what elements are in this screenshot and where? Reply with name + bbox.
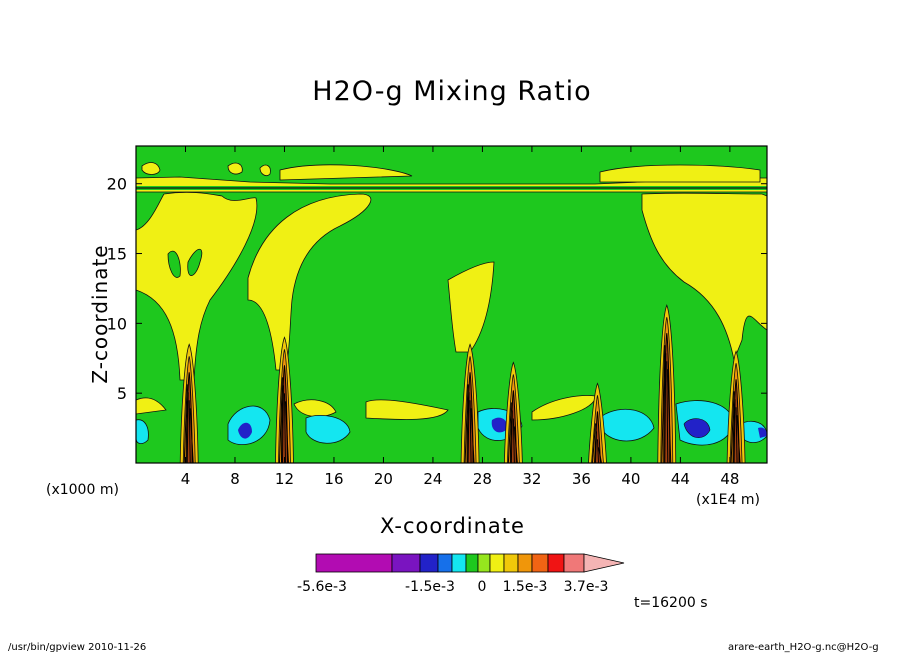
tower-contour	[467, 392, 470, 463]
colorbar-cell	[315, 553, 393, 573]
plot-frame	[135, 145, 768, 464]
tower-contour	[183, 384, 188, 463]
x-tick-label: 40	[621, 470, 640, 488]
colorbar-cell	[477, 553, 491, 573]
x-tick-label: 32	[522, 470, 541, 488]
tower	[460, 343, 480, 463]
y-axis-title: Z-coordinate	[88, 244, 112, 384]
tower	[657, 304, 677, 463]
x-tick-label: 4	[181, 470, 191, 488]
colorbar: -5.6e-3 -1.5e-3 0 1.5e-3 3.7e-3	[297, 553, 625, 595]
tower-contour	[284, 401, 289, 463]
y-tick-label: 10	[107, 314, 127, 333]
x-tick-label: 36	[572, 470, 591, 488]
tower-contour	[735, 407, 738, 463]
yellow-plume-left	[136, 191, 258, 381]
x-tick-label: 12	[275, 470, 294, 488]
tower-contour	[283, 393, 286, 463]
colorbar-cell	[517, 553, 533, 573]
tower-contour	[507, 402, 512, 463]
colorbar-cell	[547, 553, 565, 573]
tower-contour	[469, 400, 472, 463]
tower-contour	[464, 384, 469, 463]
colorbar-label: -1.5e-3	[405, 579, 455, 595]
x-tick-label: 16	[324, 470, 343, 488]
colorbar-cell	[503, 553, 519, 573]
tower-contour	[278, 377, 283, 463]
tower-contour	[188, 400, 191, 463]
yellow-plume-12	[247, 193, 372, 371]
tower	[275, 336, 294, 463]
tower-contour	[596, 439, 599, 463]
tower-contour	[661, 345, 666, 463]
tower-contour	[470, 408, 475, 463]
tower-contour	[513, 426, 518, 463]
x-axis: 4 8 12 16 20 24 28 32 36 40 44 48	[181, 146, 739, 488]
x-tick-label: 48	[720, 470, 739, 488]
colorbar-cell	[489, 553, 505, 573]
chart-title: H2O-g Mixing Ratio	[312, 76, 592, 107]
colorbar-cell	[419, 553, 439, 573]
yellow-plume-right	[641, 192, 767, 362]
x-tick-label: 44	[671, 470, 690, 488]
tower-contour	[510, 410, 513, 463]
tower-contour	[667, 369, 672, 463]
colorbar-cell	[465, 553, 479, 573]
x-axis-title: X-coordinate	[380, 514, 525, 538]
footer-right: arare-earth_H2O-g.nc@H2O-g	[728, 642, 879, 653]
tower-contour	[664, 353, 667, 463]
tower-contour	[186, 392, 189, 463]
colorbar-cell	[451, 553, 467, 573]
time-label: t=16200 s	[634, 595, 708, 611]
tower	[726, 350, 746, 463]
tower-contour	[591, 423, 596, 463]
tower-contour	[730, 391, 735, 463]
colorbar-label: -5.6e-3	[297, 579, 347, 595]
footer-left: /usr/bin/gpview 2010-11-26	[8, 642, 147, 653]
tower	[588, 382, 607, 463]
colorbar-cell	[563, 553, 585, 573]
x-tick-label: 24	[423, 470, 442, 488]
colorbar-arrow	[583, 553, 625, 573]
colorbar-label: 0	[478, 579, 487, 595]
tower-contour	[512, 418, 515, 463]
colorbar-cell	[437, 553, 453, 573]
x-tick-label: 8	[230, 470, 240, 488]
tower	[503, 361, 523, 463]
tower-contour	[598, 447, 602, 463]
contour-field	[136, 146, 767, 463]
tower-contour	[666, 361, 669, 463]
convective-towers	[179, 304, 746, 463]
y-tick-label: 20	[107, 175, 127, 194]
colorbar-label: 3.7e-3	[564, 579, 609, 595]
colorbar-cell	[531, 553, 549, 573]
colorbar-cell	[391, 553, 421, 573]
tower-contour	[736, 415, 741, 463]
y-tick-label: 15	[107, 245, 127, 264]
yellow-plume-28	[447, 261, 495, 353]
tower-contour	[281, 385, 284, 463]
tower-contour	[733, 399, 736, 463]
x-unit-label: (x1000 m)	[46, 482, 119, 498]
x-extra-unit-label: (x1E4 m)	[696, 492, 760, 508]
tower-contour	[189, 408, 194, 463]
tower	[179, 343, 199, 463]
colorbar-label: 1.5e-3	[503, 579, 548, 595]
tower-contour	[594, 431, 597, 463]
y-tick-label: 5	[117, 384, 127, 403]
x-tick-label: 28	[473, 470, 492, 488]
y-axis: 5 10 15 20	[107, 175, 767, 403]
x-tick-label: 20	[374, 470, 393, 488]
